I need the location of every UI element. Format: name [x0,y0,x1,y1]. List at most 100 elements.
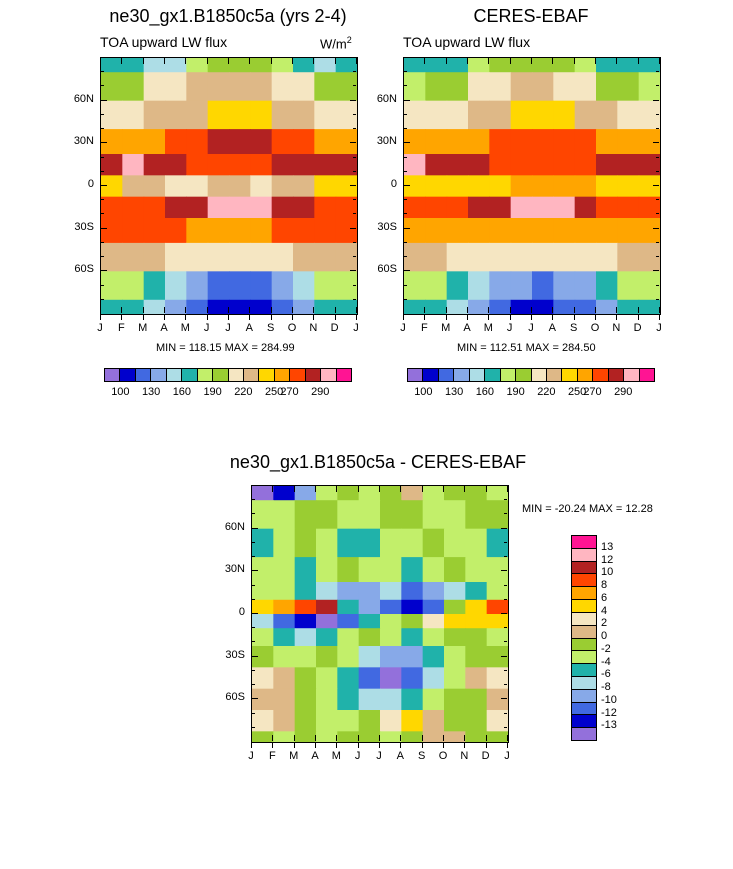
heatmap-cell [380,731,402,742]
x-tick [228,307,229,313]
x-tick [334,314,336,320]
heatmap-cell [294,731,317,742]
heatmap-cell [425,58,448,73]
heatmap-cell [638,72,660,102]
x-tick [356,307,357,313]
y-tick-label: 30N [224,563,245,576]
x-tick [379,742,380,748]
heatmap-cell [101,242,123,272]
heatmap-cell [532,154,554,176]
heatmap-cell [229,218,251,244]
heatmap-cell [101,100,123,130]
x-tick-top [228,58,229,64]
heatmap-cell [532,175,554,198]
colorbar-label: 4 [601,604,608,617]
x-tick [185,314,187,320]
y-minor-tick [252,584,255,586]
heatmap-cell [596,196,618,219]
heatmap-cell [271,299,294,314]
heatmap-cell [229,72,251,102]
heatmap-cell [446,154,469,176]
heatmap-cell [446,218,469,244]
heatmap-cell [422,599,445,615]
heatmap-cell [446,196,469,219]
units-exponent: 2 [346,35,352,45]
heatmap-cell [229,175,251,198]
x-tick [467,314,468,320]
heatmap-svg [404,58,660,314]
colorbar-label: 2 [601,617,608,630]
heatmap-cell [122,271,145,301]
heatmap-cell [250,299,273,314]
heatmap-cell [186,100,209,130]
y-tick-label: 30N [73,135,94,148]
heatmap-cell [401,486,424,501]
heatmap-cell [143,242,166,272]
y-minor-tick [656,170,659,172]
heatmap-cell [596,100,618,130]
colorbar-swatch [438,369,455,381]
heatmap-cell [335,129,357,155]
heatmap-cell [444,614,466,629]
colorbar-swatch [572,664,596,677]
y-minor-tick [504,726,507,728]
heatmap-cell [444,667,466,690]
x-tick-label: J [528,322,534,334]
heatmap-cell [273,582,296,601]
heatmap-cell [252,486,274,501]
y-minor-tick [252,669,255,671]
heatmap-cell [293,100,315,130]
heatmap-cell [294,500,317,530]
heatmap-cell [422,500,445,530]
colorbar-swatch [336,369,351,381]
heatmap-cell [122,218,145,244]
x-tick [292,314,293,320]
heatmap-cell [574,175,597,198]
heatmap-cell [250,154,273,176]
x-tick-top [313,58,315,64]
heatmap-cell [337,614,360,629]
colorbar-swatch [572,702,596,716]
x-tick-top [464,486,466,492]
x-tick [313,307,315,313]
heatmap-cell [596,218,618,244]
y-minor-tick [101,128,104,130]
heatmap-cell [337,688,360,711]
heatmap-cell [165,196,187,219]
y-tick [350,99,356,101]
heatmap-cell [229,100,251,130]
heatmap-cell [468,218,490,244]
heatmap-cell [250,129,273,155]
heatmap-cell [553,72,576,102]
colorbar-swatch [608,369,625,381]
y-minor-tick [656,156,659,158]
heatmap-svg [252,486,508,742]
colorbar-swatch [577,369,594,381]
x-tick-top [485,486,487,492]
y-tick [350,185,356,186]
heatmap-cell [465,614,488,629]
x-tick [315,735,316,741]
heatmap-cell [446,175,469,198]
heatmap-cell [252,557,274,583]
heatmap-cell [165,100,187,130]
x-tick-label: J [506,322,513,334]
heatmap-cell [553,242,576,272]
y-tick [501,613,507,614]
heatmap-cell [425,196,448,219]
heatmap-cell [510,58,533,73]
heatmap-cell [486,599,508,615]
colorbar-label: -13 [601,719,617,732]
y-tick-label: 60S [74,263,94,276]
x-tick-top [315,486,316,492]
y-minor-tick [504,627,507,629]
heatmap-cell [314,242,337,272]
colorbar-swatch [408,369,424,381]
x-tick [142,314,144,320]
heatmap-cell [489,299,512,314]
heatmap-cell [122,100,145,130]
heatmap-cell [337,628,360,647]
y-minor-tick [252,598,255,600]
heatmap-cell [273,614,296,629]
y-tick [101,142,107,144]
